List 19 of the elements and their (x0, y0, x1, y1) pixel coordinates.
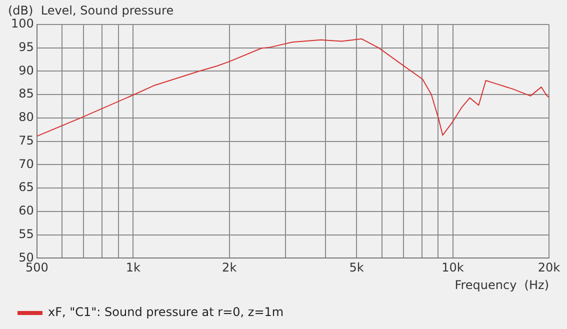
legend-label: xF, "C1": Sound pressure at r=0, z=1m (48, 305, 284, 320)
x-tick-label: 2k (222, 260, 237, 275)
x-axis-title: Frequency (Hz) (454, 278, 549, 292)
x-tick-label: 20k (538, 260, 560, 275)
y-tick-label: 55 (18, 226, 34, 241)
x-tick-label: 5k (349, 260, 364, 275)
y-tick-label: 75 (18, 133, 34, 148)
y-tick-label: 85 (18, 86, 34, 101)
y-tick-label: 90 (18, 63, 34, 78)
x-tick-label: 10k (442, 260, 464, 275)
chart-title: (dB) Level, Sound pressure (8, 3, 174, 18)
x-tick-label: 1k (126, 260, 140, 275)
y-tick-label: 100 (11, 16, 34, 31)
y-tick-label: 95 (18, 40, 34, 54)
y-tick-label: 80 (18, 110, 34, 124)
y-tick-label: 65 (18, 180, 34, 194)
y-tick-label: 60 (18, 204, 34, 218)
x-tick-label: 500 (25, 260, 48, 275)
y-tick-label: 70 (18, 156, 34, 171)
